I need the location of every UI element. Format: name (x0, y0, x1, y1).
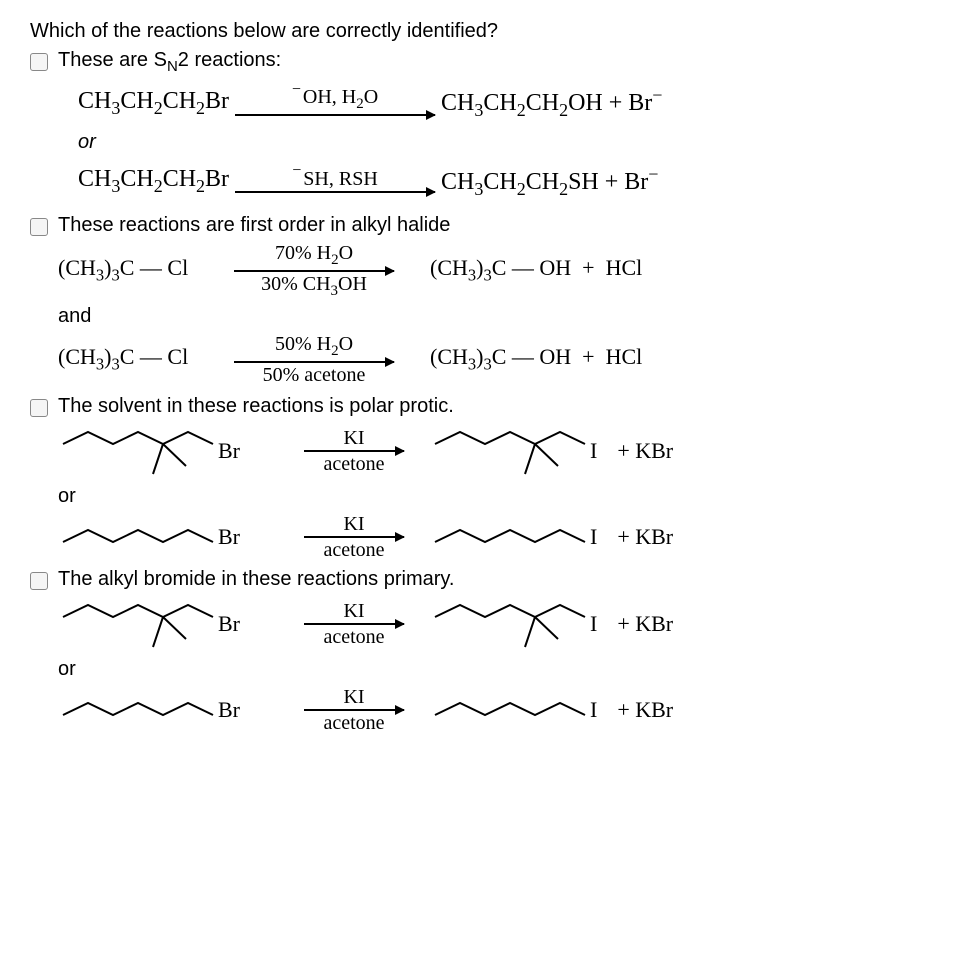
or-text: or (78, 131, 942, 154)
arrow-icon: KI acetone (304, 428, 404, 474)
i-label: I (590, 524, 597, 550)
opt3-rxn-top: KI (343, 428, 364, 448)
skeletal-straight-icon (430, 522, 590, 552)
opt4-rxn2: Br KI acetone I + KBr (58, 687, 942, 733)
i-label: I (590, 438, 597, 464)
opt4-rxn2-top: KI (343, 687, 364, 707)
checkbox-4[interactable] (30, 572, 48, 590)
skeletal-straight-icon (58, 522, 218, 552)
option-1-label: These are SN2 reactions: (58, 49, 942, 75)
opt1-rxn1-cond: −OH, H2O (292, 87, 378, 112)
opt2-rxn1: (CH3)3C — Cl 70% H2O 30% CH3OH (CH3)3C —… (58, 243, 942, 299)
opt1-rxn2-left: CH3CH2CH2Br (78, 166, 229, 197)
opt3-rxn2-top: KI (343, 514, 364, 534)
br-label: Br (218, 438, 240, 464)
plus-kbr: + KBr (617, 438, 673, 464)
i-label: I (590, 611, 597, 637)
opt1-rxn1: CH3CH2CH2Br −OH, H2O CH3CH2CH2OH + Br− (78, 85, 942, 121)
question-text: Which of the reactions below are correct… (30, 20, 942, 43)
opt2-rxn1-bottom: 30% CH3OH (261, 274, 367, 299)
option-4-label: The alkyl bromide in these reactions pri… (58, 568, 942, 591)
opt2-rxn1-top: 70% H2O (275, 243, 353, 268)
opt2-rxn2-right: (CH3)3C — OH + HCl (430, 344, 642, 374)
opt3-rxn1: Br KI acetone I + KBr (58, 424, 942, 479)
arrow-icon: KI acetone (304, 514, 404, 560)
arrow-icon: 50% H2O 50% acetone (234, 334, 394, 385)
opt1-rxn1-right: CH3CH2CH2OH + Br− (441, 85, 662, 121)
checkbox-1[interactable] (30, 53, 48, 71)
checkbox-2[interactable] (30, 218, 48, 236)
arrow-icon: 70% H2O 30% CH3OH (234, 243, 394, 299)
arrow-icon: −SH, RSH (235, 169, 435, 195)
option-1: These are SN2 reactions: CH3CH2CH2Br −OH… (30, 49, 942, 210)
br-label: Br (218, 611, 240, 637)
opt4-rxn1-top: KI (343, 601, 364, 621)
br-label: Br (218, 524, 240, 550)
skeletal-straight-icon (430, 695, 590, 725)
option-3: The solvent in these reactions is polar … (30, 395, 942, 564)
opt2-rxn1-left: (CH3)3C — Cl (58, 255, 228, 285)
skeletal-straight-icon (58, 695, 218, 725)
plus-kbr: + KBr (617, 524, 673, 550)
opt1-rxn2-right: CH3CH2CH2SH + Br− (441, 164, 658, 200)
skeletal-branched-icon (430, 597, 590, 652)
skeletal-branched-icon (430, 424, 590, 479)
plus-kbr: + KBr (617, 697, 673, 723)
arrow-icon: KI acetone (304, 687, 404, 733)
option-2-label: These reactions are first order in alkyl… (58, 214, 942, 237)
plus-kbr: + KBr (617, 611, 673, 637)
option-4: The alkyl bromide in these reactions pri… (30, 568, 942, 737)
opt1-rxn2-cond: −SH, RSH (292, 169, 378, 189)
arrow-icon: −OH, H2O (235, 87, 435, 118)
opt4-rxn2-bottom: acetone (323, 713, 384, 733)
i-label: I (590, 697, 597, 723)
opt2-rxn2-top: 50% H2O (275, 334, 353, 359)
opt1-rxn2: CH3CH2CH2Br −SH, RSH CH3CH2CH2SH + Br− (78, 164, 942, 200)
skeletal-branched-icon (58, 597, 218, 652)
opt4-rxn1-bottom: acetone (323, 627, 384, 647)
opt3-rxn2: Br KI acetone I + KBr (58, 514, 942, 560)
opt3-rxn-bottom: acetone (323, 454, 384, 474)
opt4-rxn1: Br KI acetone I + KBr (58, 597, 942, 652)
opt2-rxn1-right: (CH3)3C — OH + HCl (430, 255, 642, 285)
skeletal-branched-icon (58, 424, 218, 479)
checkbox-3[interactable] (30, 399, 48, 417)
opt1-rxn1-left: CH3CH2CH2Br (78, 88, 229, 119)
option-2: These reactions are first order in alkyl… (30, 214, 942, 391)
arrow-icon: KI acetone (304, 601, 404, 647)
or-text: or (58, 658, 942, 681)
opt3-rxn2-bottom: acetone (323, 540, 384, 560)
opt2-rxn2: (CH3)3C — Cl 50% H2O 50% acetone (CH3)3C… (58, 334, 942, 385)
br-label: Br (218, 697, 240, 723)
or-text: or (58, 485, 942, 508)
option-3-label: The solvent in these reactions is polar … (58, 395, 942, 418)
opt2-rxn2-bottom: 50% acetone (263, 365, 366, 385)
and-text: and (58, 305, 942, 328)
opt2-rxn2-left: (CH3)3C — Cl (58, 344, 228, 374)
